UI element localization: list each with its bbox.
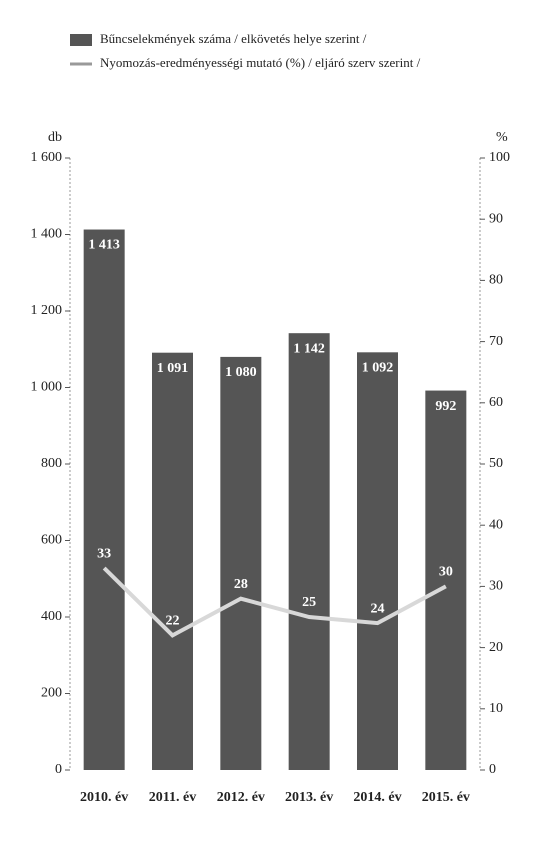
line-value-label: 24 — [371, 601, 385, 616]
y-tick-label: 400 — [41, 609, 62, 624]
bar-value-label: 1 080 — [225, 365, 257, 380]
y-tick-label: 0 — [55, 762, 62, 777]
y2-tick-label: 30 — [489, 579, 503, 594]
y2-tick-label: 80 — [489, 273, 503, 288]
y-tick-label: 1 600 — [31, 150, 63, 165]
legend-label: Nyomozás-eredményességi mutató (%) / elj… — [100, 55, 421, 70]
line — [102, 566, 447, 638]
y2-tick-label: 100 — [489, 150, 510, 165]
bar-value-label: 1 142 — [293, 341, 325, 356]
x-tick-label: 2010. év — [80, 790, 128, 805]
bar — [357, 352, 398, 770]
x-tick-label: 2013. év — [285, 790, 333, 805]
y2-tick-label: 10 — [489, 701, 503, 716]
y-tick-label: 800 — [41, 456, 62, 471]
y2-tick-label: 90 — [489, 211, 503, 226]
line-value-label: 30 — [439, 565, 453, 580]
y2-tick-label: 50 — [489, 456, 503, 471]
y2-tick-label: 0 — [489, 762, 496, 777]
bar — [425, 390, 467, 770]
y2-tick-label: 60 — [489, 395, 503, 410]
x-tick-label: 2011. év — [149, 790, 196, 805]
y-tick-label: 600 — [41, 533, 62, 548]
bar-value-label: 1 091 — [157, 361, 189, 376]
y-axis-label: db — [48, 130, 62, 145]
y2-tick-label: 70 — [489, 334, 503, 349]
y2-tick-label: 40 — [489, 517, 503, 532]
bar-value-label: 1 413 — [88, 238, 120, 253]
legend-swatch — [70, 34, 92, 46]
line-value-label: 33 — [97, 546, 111, 561]
y-tick-label: 1 000 — [31, 380, 63, 395]
y2-tick-label: 20 — [489, 640, 503, 655]
x-tick-label: 2012. év — [217, 790, 265, 805]
line-value-label: 22 — [166, 614, 180, 629]
x-tick-label: 2015. év — [422, 790, 470, 805]
bar — [288, 333, 330, 770]
line-value-label: 28 — [234, 577, 248, 592]
y-tick-label: 1 400 — [31, 227, 63, 242]
y2-axis-label: % — [496, 130, 508, 145]
x-tick-label: 2014. év — [353, 790, 401, 805]
bar — [220, 356, 262, 770]
bar-value-label: 1 092 — [362, 361, 394, 376]
y-tick-label: 1 200 — [31, 303, 63, 318]
bar-value-label: 992 — [435, 399, 456, 414]
y-tick-label: 200 — [41, 686, 62, 701]
bar — [83, 229, 125, 771]
bar — [152, 352, 193, 770]
line-value-label: 25 — [302, 595, 316, 610]
legend-label: Bűncselekmények száma / elkövetés helye … — [100, 31, 367, 46]
